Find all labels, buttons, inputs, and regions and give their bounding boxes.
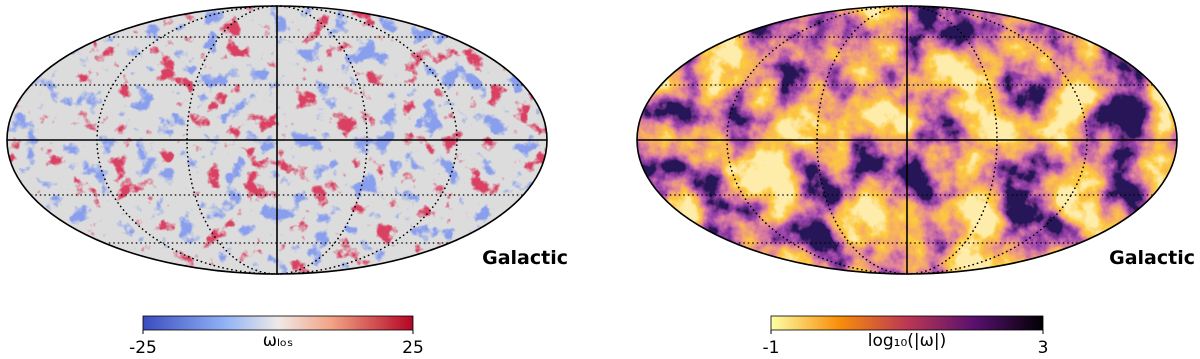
frame-label: Galactic xyxy=(482,247,568,269)
colorbar-tick-label: -25 xyxy=(129,338,157,358)
colorbar xyxy=(142,315,414,331)
colorbar-label: ωₗₒₛ xyxy=(263,331,293,351)
colorbar-tick-label: 3 xyxy=(1038,338,1049,358)
graticule xyxy=(6,5,1178,275)
colorbar-tick-label: 25 xyxy=(402,338,424,358)
colorbar-label: log₁₀(|ω|) xyxy=(868,331,947,351)
map-outline xyxy=(636,5,1178,275)
frame-label: Galactic xyxy=(1109,247,1195,269)
colorbar-tick-label: -1 xyxy=(763,338,780,358)
colorbar xyxy=(770,315,1044,331)
colorbar-ticks: -25 25 -1 3 xyxy=(129,330,1048,358)
map-outline xyxy=(6,5,548,275)
